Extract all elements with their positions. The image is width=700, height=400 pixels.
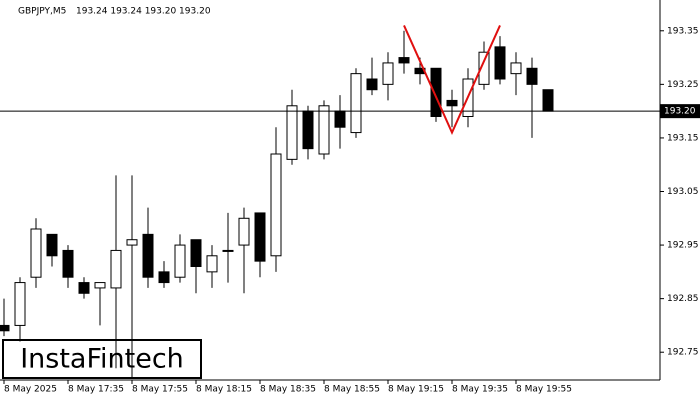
double-top-pattern: [403, 25, 501, 136]
x-tick-label: 8 May 17:55: [132, 385, 188, 395]
candle-body: [334, 110, 346, 128]
candle-body: [126, 239, 138, 246]
candle-body: [78, 282, 90, 294]
y-tick-label: 193.15: [667, 133, 699, 143]
candle-body: [14, 282, 26, 326]
candle-body: [30, 228, 42, 278]
y-tick-label: 192.85: [667, 294, 699, 304]
x-tick-label: 8 May 18:35: [260, 385, 316, 395]
candle-body: [510, 62, 522, 75]
watermark-box: [2, 339, 202, 379]
watermark: InstaFintech: [20, 344, 184, 375]
candle-body: [382, 62, 394, 85]
candle-body: [110, 249, 122, 289]
y-tick-label: 192.95: [667, 241, 699, 251]
candle-body: [270, 153, 282, 257]
candle-body: [62, 249, 74, 278]
x-tick-label: 8 May 18:15: [196, 385, 252, 395]
candle-body: [542, 89, 554, 112]
candle-body: [350, 73, 362, 134]
ohlc-header: 193.24 193.24 193.20 193.20: [76, 7, 211, 17]
current-price-box: [660, 104, 700, 119]
candle-body: [46, 233, 58, 257]
candle-body: [254, 212, 266, 262]
y-tick-label: 193.25: [667, 80, 699, 90]
candle-body: [174, 244, 186, 278]
y-tick-label: 192.75: [667, 348, 699, 358]
candle-body: [286, 105, 298, 160]
candle-body: [190, 239, 202, 267]
candle-body: [302, 110, 314, 150]
candle-body: [446, 99, 458, 107]
candle-body: [142, 233, 154, 278]
candle-body: [430, 67, 442, 117]
current-price-label: 193.20: [664, 107, 696, 117]
candle-body: [238, 217, 250, 246]
y-tick-label: 193.35: [667, 26, 699, 36]
candle-body: [94, 282, 106, 289]
x-tick-label: 8 May 19:55: [516, 385, 572, 395]
x-tick-label: 8 May 19:35: [452, 385, 508, 395]
symbol: GBPJPY,M5: [18, 7, 66, 17]
x-tick-label: 8 May 2025: [4, 385, 57, 395]
candle-body: [222, 249, 234, 252]
candle-body: [398, 57, 410, 64]
candle-body: [366, 78, 378, 91]
candle-body: [206, 255, 218, 273]
candle-body: [158, 271, 170, 284]
x-tick-label: 8 May 19:15: [388, 385, 444, 395]
candle-body: [526, 67, 538, 85]
candle-body: [478, 51, 490, 85]
candle-body: [0, 324, 10, 332]
y-tick-label: 193.05: [667, 187, 699, 197]
candle-body: [318, 105, 330, 155]
x-tick-label: 8 May 18:55: [324, 385, 380, 395]
x-tick-label: 8 May 17:35: [68, 385, 124, 395]
candle-body: [494, 46, 506, 80]
